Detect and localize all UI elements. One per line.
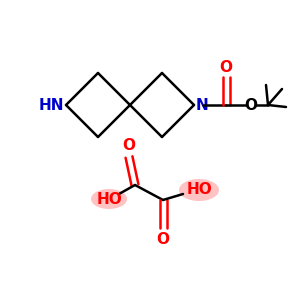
Text: O: O (157, 232, 169, 247)
Text: O: O (220, 59, 232, 74)
Ellipse shape (179, 179, 219, 201)
Text: O: O (244, 98, 257, 112)
Text: O: O (122, 139, 136, 154)
Ellipse shape (91, 189, 127, 209)
Text: HN: HN (38, 98, 64, 112)
Text: N: N (196, 98, 209, 112)
Text: HO: HO (186, 182, 212, 197)
Text: HO: HO (96, 191, 122, 206)
